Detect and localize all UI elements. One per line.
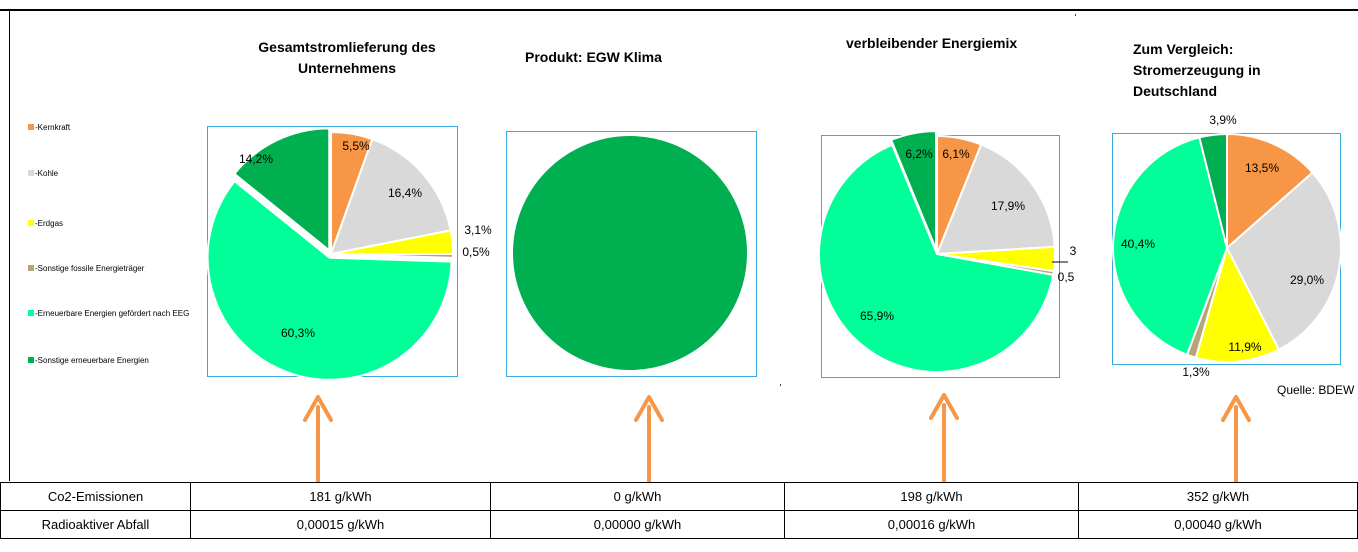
pie-label-1-6: 14,2% [239,152,273,166]
pie-label-1-4: 0,5% [462,245,490,259]
pie-label-4-2: 29,0% [1290,273,1324,287]
legend-label: -Sonstige erneuerbare Energien [35,356,149,365]
pie-slice-1-5 [206,179,453,381]
legend-swatch [28,170,34,176]
title-residual: verbleibender Energiemix [846,35,1018,51]
legend-label: -Kohle [35,169,59,178]
table-cell: 0,00000 g/kWh [490,510,785,539]
arrow-up-icon [303,395,333,483]
pie-slice-4-3 [1194,245,1281,363]
legend-label: -Sonstige fossile Energieträger [35,264,145,273]
legend-swatch [28,265,34,271]
legend-swatch [28,124,34,130]
title-product: Produkt: EGW Klima [525,49,662,65]
legend-swatch [28,220,34,226]
table-row: Radioaktiver Abfall 0,00015 g/kWh 0,0000… [0,510,1358,539]
legend-label: -Erdgas [35,219,64,228]
pie-label-4-5: 40,4% [1121,237,1155,251]
table-cell: 0,00016 g/kWh [784,510,1079,539]
pie-label-3-5: 65,9% [860,309,894,323]
title-germany: Zum Vergleich: Stromerzeugung in Deutsch… [1133,41,1261,99]
stray-mark [1075,14,1076,16]
row-label: Radioaktiver Abfall [0,510,191,539]
table-cell: 0,00015 g/kWh [190,510,491,539]
pie-slice-1-4 [330,253,455,259]
stray-mark [780,384,781,386]
table-cell: 0 g/kWh [490,482,785,511]
pie-label-4-1: 13,5% [1245,161,1279,175]
legend-label: -Kernkraft [35,123,71,132]
pie-label-4-6: 3,9% [1209,113,1237,127]
pie-slice-1-2 [329,137,452,256]
legend-swatch [28,310,34,316]
emissions-table: Co2-Emissionen 181 g/kWh 0 g/kWh 198 g/k… [0,482,1358,539]
left-border [9,9,10,481]
pie-slice-3-2 [935,143,1056,256]
table-cell: 0,00040 g/kWh [1078,510,1358,539]
pie-slice-1-6 [232,127,331,253]
pie-slice-4-1 [1226,132,1314,251]
pie-label-1-3: 3,1% [464,223,492,237]
pie-label-3-4: 0,5 [1058,270,1075,284]
pie-slice-3-5 [818,143,1055,373]
pie-slice-3-6 [889,130,938,250]
legend-label: -Erneuerbare Energien gefördert nach EEG [35,309,190,318]
arrow-up-icon [634,395,664,483]
arrow-up-icon [929,393,959,483]
pie-label-1-2: 16,4% [388,186,422,200]
source-label: Quelle: BDEW [1277,383,1355,397]
pie-slice-2-1 [511,134,749,372]
title-company: Gesamtstromlieferung des Unternehmens [258,39,436,76]
pie-label-4-3: 11,9% [1228,340,1261,354]
row-label: Co2-Emissionen [0,482,191,511]
pie-slice-4-5 [1112,136,1229,357]
table-cell: 198 g/kWh [784,482,1079,511]
pie-slice-4-2 [1225,171,1342,351]
pie-label-3-1: 6,1% [942,147,970,161]
pie-slice-4-6 [1198,132,1228,249]
table-row: Co2-Emissionen 181 g/kWh 0 g/kWh 198 g/k… [0,482,1358,511]
pie-label-1-5: 60,3% [281,326,315,340]
table-cell: 181 g/kWh [190,482,491,511]
pie-box-product [506,131,757,377]
arrow-up-icon [1221,395,1251,483]
pie-label-3-2: 17,9% [991,199,1025,213]
pie-label-4-4: 1,3% [1182,365,1210,379]
pie-label-3-3: 3 [1070,244,1077,258]
pie-label-3-6: 6,2% [905,147,933,161]
pie-label-1-1: 5,5% [342,139,370,153]
table-cell: 352 g/kWh [1078,482,1358,511]
top-border [0,9,1358,11]
legend-swatch [28,357,34,363]
